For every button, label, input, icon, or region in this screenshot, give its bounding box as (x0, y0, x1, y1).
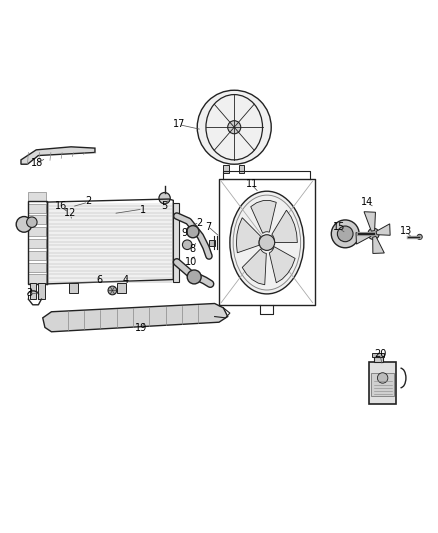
Polygon shape (251, 200, 276, 233)
Text: 4: 4 (122, 276, 128, 286)
Bar (28, 251, 46, 260)
Ellipse shape (230, 191, 304, 294)
Ellipse shape (197, 90, 271, 164)
Bar (28, 215, 46, 224)
Text: 2: 2 (85, 196, 92, 206)
Bar (371, 374, 394, 396)
Text: 6: 6 (96, 276, 102, 286)
Text: 8: 8 (190, 244, 196, 254)
Text: 12: 12 (64, 208, 76, 219)
Circle shape (378, 373, 388, 383)
Polygon shape (237, 217, 261, 253)
Text: 15: 15 (332, 222, 345, 232)
Bar (239, 165, 244, 173)
Circle shape (368, 228, 379, 239)
Bar (28, 201, 47, 284)
Text: 7: 7 (205, 222, 211, 232)
Circle shape (337, 226, 353, 241)
Bar (28, 204, 46, 213)
Text: 2: 2 (196, 218, 202, 228)
Bar (374, 357, 383, 362)
Circle shape (183, 240, 192, 249)
Text: 9: 9 (181, 228, 187, 238)
Bar (28, 192, 46, 201)
Bar (209, 239, 215, 246)
Circle shape (27, 217, 37, 228)
Ellipse shape (233, 195, 300, 290)
Bar (28, 227, 46, 236)
Bar (28, 263, 46, 272)
Bar (28, 239, 46, 248)
Circle shape (417, 235, 422, 239)
Circle shape (187, 225, 199, 238)
Bar (47, 203, 173, 284)
Bar (223, 165, 229, 173)
Text: 10: 10 (184, 257, 197, 267)
Polygon shape (269, 247, 295, 283)
Text: 18: 18 (31, 158, 43, 168)
Polygon shape (356, 233, 371, 244)
Polygon shape (376, 224, 390, 235)
Ellipse shape (206, 94, 262, 160)
Text: 14: 14 (361, 197, 373, 207)
Bar (28, 274, 46, 284)
Polygon shape (272, 210, 297, 243)
Circle shape (16, 216, 32, 232)
Polygon shape (242, 249, 266, 285)
Circle shape (108, 286, 117, 295)
Circle shape (228, 120, 241, 134)
Polygon shape (364, 212, 375, 231)
Circle shape (331, 220, 359, 248)
Polygon shape (43, 303, 228, 332)
Text: 3: 3 (27, 288, 33, 298)
Text: 16: 16 (55, 201, 67, 212)
Text: 11: 11 (246, 179, 258, 189)
Polygon shape (21, 147, 95, 164)
Text: 19: 19 (134, 324, 147, 333)
Text: 5: 5 (162, 201, 168, 212)
Bar (30, 283, 36, 299)
Bar (117, 283, 126, 294)
Circle shape (187, 270, 201, 284)
Bar (173, 204, 179, 282)
Text: 1: 1 (140, 205, 146, 215)
Text: 20: 20 (374, 350, 386, 359)
Circle shape (159, 192, 170, 204)
Bar (39, 283, 45, 299)
Text: 17: 17 (173, 119, 185, 129)
Text: 13: 13 (400, 226, 412, 236)
Circle shape (259, 235, 275, 251)
Bar (369, 362, 396, 403)
Polygon shape (373, 236, 384, 254)
Bar (69, 283, 78, 294)
Bar (372, 353, 385, 357)
